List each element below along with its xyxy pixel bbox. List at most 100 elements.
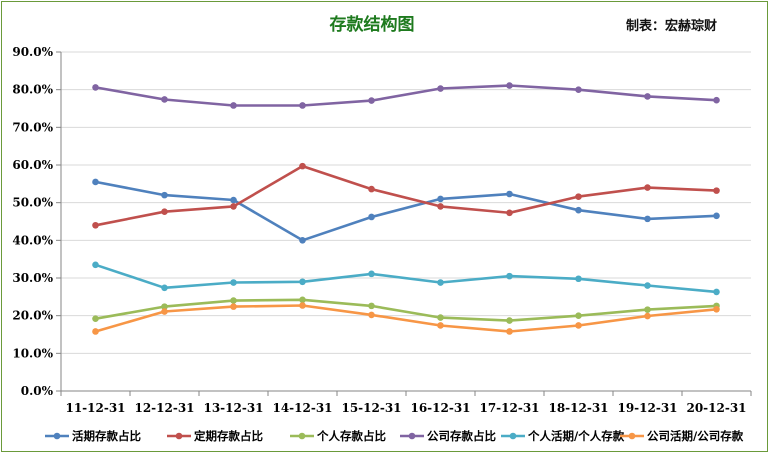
series-2	[92, 162, 720, 229]
data-point	[230, 196, 237, 204]
x-tick-label: 13-12-31	[203, 401, 263, 415]
data-point	[230, 297, 237, 304]
data-point	[230, 102, 237, 109]
series-5	[92, 261, 720, 296]
data-point	[506, 317, 513, 324]
data-point	[161, 96, 168, 103]
data-point	[161, 284, 168, 292]
x-tick-label: 19-12-31	[617, 401, 677, 415]
x-tick-label: 11-12-31	[65, 401, 125, 415]
data-point	[713, 187, 720, 194]
data-point	[713, 305, 720, 313]
x-tick-label: 12-12-31	[134, 401, 194, 415]
data-point	[92, 84, 99, 91]
y-axis-ticks: 0.0% 10.0% 20.0% 30.0% 40.0% 50.0% 60.0% 70.0% 8…	[12, 45, 53, 398]
series-6	[92, 302, 720, 335]
series-1	[92, 178, 720, 244]
data-point	[299, 302, 306, 309]
y-tick-label: 80.0%	[12, 83, 53, 97]
legend-label: 个人活期/个人存款	[527, 429, 625, 443]
x-tick-label: 16-12-31	[410, 401, 470, 415]
data-point	[368, 185, 375, 193]
series-line	[95, 263, 717, 294]
legend-marker	[175, 432, 183, 440]
gridlines	[61, 51, 751, 354]
data-point	[575, 86, 582, 93]
legend-marker	[408, 432, 416, 440]
legend-item: 公司活期/公司存款	[620, 429, 744, 443]
data-point	[437, 203, 444, 210]
x-tick-label: 18-12-31	[548, 401, 608, 415]
legend-label: 公司活期/公司存款	[647, 429, 744, 443]
data-point	[575, 322, 582, 329]
data-point	[437, 322, 444, 329]
data-point	[368, 97, 375, 104]
data-point	[368, 213, 375, 221]
data-point	[161, 208, 168, 216]
data-point	[575, 275, 582, 283]
legend-label: 个人存款占比	[316, 429, 386, 443]
data-point	[506, 82, 513, 89]
legend-label: 公司存款占比	[427, 429, 496, 443]
data-point	[161, 303, 168, 310]
x-axis-ticks: 11-12-31 12-12-31 13-12-31 14-12-31 15-12-31…	[65, 401, 746, 415]
data-point	[299, 296, 306, 304]
y-tick-label: 40.0%	[12, 233, 53, 247]
data-point	[437, 314, 444, 321]
legend-label: 活期存款占比	[72, 429, 141, 443]
data-point	[299, 102, 306, 109]
legend-label: 定期存款占比	[194, 429, 263, 443]
legend: 活期存款占比 定期存款占比 个人存款占比 公司存款占比 个人活期/个人存款 公司活期/公司…	[45, 429, 744, 443]
legend-item: 活期存款占比	[45, 429, 141, 443]
data-point	[506, 209, 513, 217]
y-tick-label: 90.0%	[12, 45, 53, 59]
x-tick-label: 20-12-31	[686, 401, 746, 415]
legend-item: 个人存款占比	[290, 429, 386, 443]
x-tick-label: 15-12-31	[341, 401, 401, 415]
chart-credit: 制表：宏赫琮财	[626, 18, 717, 34]
y-tick-label: 20.0%	[12, 309, 53, 323]
data-point	[713, 288, 720, 296]
legend-marker	[298, 432, 306, 440]
legend-marker	[53, 432, 61, 440]
data-point	[230, 303, 237, 310]
data-point	[644, 93, 651, 100]
data-point	[92, 178, 99, 186]
data-point	[230, 279, 237, 286]
y-tick-label: 30.0%	[12, 271, 53, 285]
data-point	[437, 85, 444, 92]
data-point	[437, 279, 444, 286]
data-point	[644, 282, 651, 289]
data-point	[368, 302, 375, 310]
series-line	[95, 164, 717, 227]
series-line	[95, 304, 717, 333]
data-point	[437, 195, 444, 203]
y-tick-label: 10.0%	[12, 346, 53, 360]
series-line	[95, 84, 717, 107]
series-4	[92, 82, 720, 109]
data-point	[368, 311, 375, 319]
series-line	[95, 180, 717, 242]
data-point	[713, 96, 720, 104]
legend-marker	[628, 432, 636, 440]
data-point	[299, 278, 306, 286]
data-point	[644, 215, 651, 223]
legend-item: 个人活期/个人存款	[501, 429, 625, 443]
data-point	[92, 261, 99, 269]
data-point	[575, 193, 582, 200]
data-point	[644, 306, 651, 313]
data-point	[713, 212, 720, 220]
x-tick-label: 14-12-31	[272, 401, 332, 415]
data-point	[92, 328, 99, 335]
axes	[56, 51, 752, 396]
data-point	[161, 191, 168, 199]
legend-marker	[509, 432, 517, 440]
y-tick-label: 60.0%	[12, 158, 53, 172]
data-point	[92, 221, 99, 229]
data-point	[506, 328, 513, 335]
y-tick-label: 50.0%	[12, 196, 53, 210]
data-point	[644, 184, 651, 191]
chart-title: 存款结构图	[330, 14, 415, 35]
